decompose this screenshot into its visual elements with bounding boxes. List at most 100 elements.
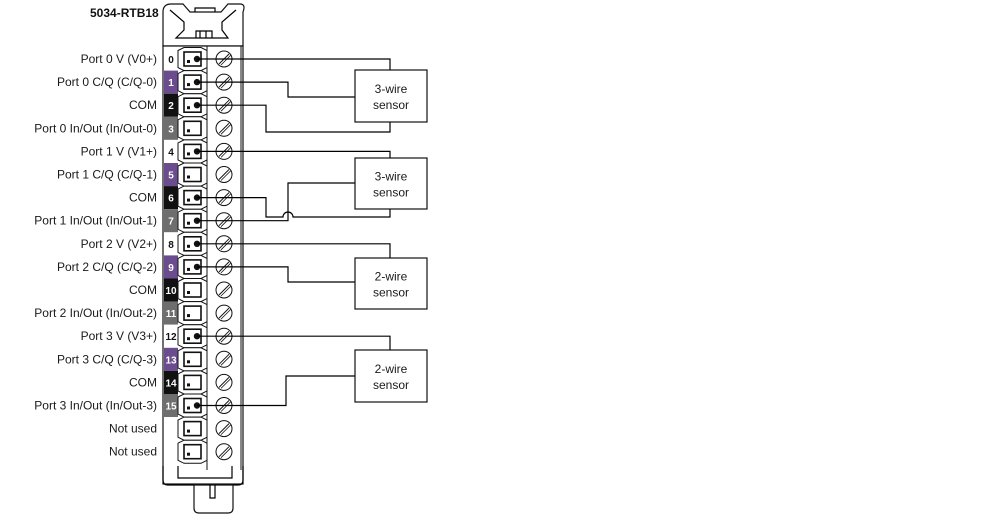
- terminal-number-tab: [164, 209, 178, 233]
- wire-entry: [183, 282, 202, 298]
- terminal-label: Port 3 C/Q (C/Q-3): [57, 352, 157, 366]
- sensor-type: 3-wire: [375, 82, 408, 96]
- screw-slot: [220, 447, 232, 458]
- terminal-row: Port 0 V (V0+) 0: [81, 47, 233, 72]
- screw-slot: [220, 355, 232, 366]
- terminal-number: 14: [165, 378, 177, 389]
- terminal-label: Port 3 V (V3+): [81, 329, 157, 343]
- terminal-row: COM 14: [129, 370, 233, 395]
- terminal-label: Port 2 C/Q (C/Q-2): [57, 260, 157, 274]
- sensor-box: 2-wire sensor: [354, 257, 428, 310]
- terminal-row: Port 3 C/Q (C/Q-3) 13: [57, 347, 233, 372]
- sensor-box: 2-wire sensor: [354, 349, 428, 403]
- terminal-row: Port 2 In/Out (In/Out-2) 11: [34, 301, 233, 326]
- clamp-marker: [187, 429, 190, 433]
- terminal-number-tab: [164, 163, 178, 187]
- clamp-marker: [187, 221, 190, 225]
- terminal-number: 8: [168, 240, 174, 251]
- terminal-number-tab: [164, 440, 178, 464]
- terminal-number-tab: [164, 255, 178, 279]
- wire: [197, 335, 391, 350]
- sensor-type: 3-wire: [375, 170, 408, 184]
- terminal-number: 4: [168, 147, 174, 158]
- terminal-label: Port 0 V (V0+): [81, 52, 157, 66]
- terminal-number-tab: [164, 394, 178, 418]
- wire-entry: [183, 351, 202, 368]
- sensor-label: sensor: [373, 98, 409, 112]
- terminal-number-tab: [164, 116, 178, 140]
- screw-slot: [220, 77, 232, 89]
- terminal-label: COM: [129, 98, 157, 112]
- terminal-row: Port 1 C/Q (C/Q-1) 5: [57, 162, 233, 187]
- screw-slot: [220, 54, 232, 66]
- screw-slot: [220, 239, 232, 251]
- wire: [197, 197, 391, 218]
- sensor-label: sensor: [373, 186, 409, 200]
- sensor-outline: [354, 349, 428, 403]
- screw-slot: [218, 423, 230, 434]
- wire: [197, 182, 355, 222]
- clamp-marker: [187, 152, 190, 156]
- terminal-number: 0: [168, 55, 174, 66]
- terminal-number: 13: [165, 355, 177, 366]
- terminal-row: Not used: [109, 439, 233, 464]
- terminal-label: Port 1 C/Q (C/Q-1): [57, 168, 157, 182]
- terminal-label: Port 0 In/Out (In/Out-0): [34, 121, 157, 135]
- clamp-marker: [187, 406, 190, 410]
- terminal-number: 2: [168, 101, 174, 112]
- clamp-marker: [187, 267, 190, 271]
- terminal-number-tab: [164, 370, 178, 394]
- terminal-label: Port 3 In/Out (In/Out-3): [34, 399, 157, 413]
- screw-slot: [220, 285, 232, 297]
- terminal-number-tab: [164, 417, 178, 441]
- terminal-label: Port 0 C/Q (C/Q-0): [57, 75, 157, 89]
- module-foot: [193, 484, 234, 514]
- wire-entry: [183, 420, 202, 437]
- terminal-label: Not used: [109, 445, 157, 459]
- clamp-marker: [187, 244, 190, 248]
- terminal-number-tab: [164, 47, 178, 71]
- screw-slot: [220, 401, 232, 412]
- module-latch: [162, 3, 245, 47]
- terminal-label: COM: [129, 191, 157, 205]
- terminal-row: Port 0 In/Out (In/Out-0) 3: [34, 116, 233, 141]
- terminal-number-tab: [164, 186, 178, 210]
- screw-slot: [218, 353, 230, 365]
- screw-slot: [218, 446, 230, 458]
- clamp-marker: [187, 337, 190, 341]
- sensor-label: sensor: [373, 286, 409, 300]
- terminal-number-tab: [164, 70, 178, 94]
- terminal-label: Not used: [109, 422, 157, 436]
- terminal-label: Port 2 V (V2+): [81, 237, 157, 251]
- wire: [197, 266, 355, 283]
- terminal-number-tab: [164, 347, 178, 371]
- latch-detail: [169, 7, 237, 39]
- screw-slot: [220, 147, 232, 158]
- wire: [197, 104, 391, 133]
- clamp-marker: [187, 291, 190, 294]
- screw-slot: [220, 100, 232, 112]
- screw-slot: [220, 124, 232, 135]
- screw-slot: [218, 307, 230, 319]
- wire: [197, 243, 391, 258]
- screw-slot: [220, 308, 232, 320]
- terminal-number: 7: [168, 217, 174, 228]
- clamp-marker: [187, 198, 190, 202]
- terminal-number: 6: [168, 194, 174, 205]
- clamp-marker: [187, 60, 190, 63]
- terminal-number: 11: [166, 309, 177, 320]
- wire-entry: [183, 305, 202, 321]
- wire-entry: [183, 374, 202, 391]
- terminal-number: 9: [168, 263, 174, 274]
- terminal-row: Port 1 V (V1+) 4: [81, 139, 233, 164]
- clamp-marker: [187, 383, 190, 387]
- terminal-number-tab: [164, 139, 178, 163]
- wire: [197, 58, 391, 70]
- terminal-row: Port 1 In/Out (In/Out-1) 7: [34, 208, 233, 233]
- wire-entry: [183, 166, 202, 183]
- screw-slot: [218, 169, 230, 180]
- module-title: 5034-RTB18: [90, 6, 159, 20]
- terminal-number-tab: [164, 278, 178, 302]
- wires: [197, 58, 391, 407]
